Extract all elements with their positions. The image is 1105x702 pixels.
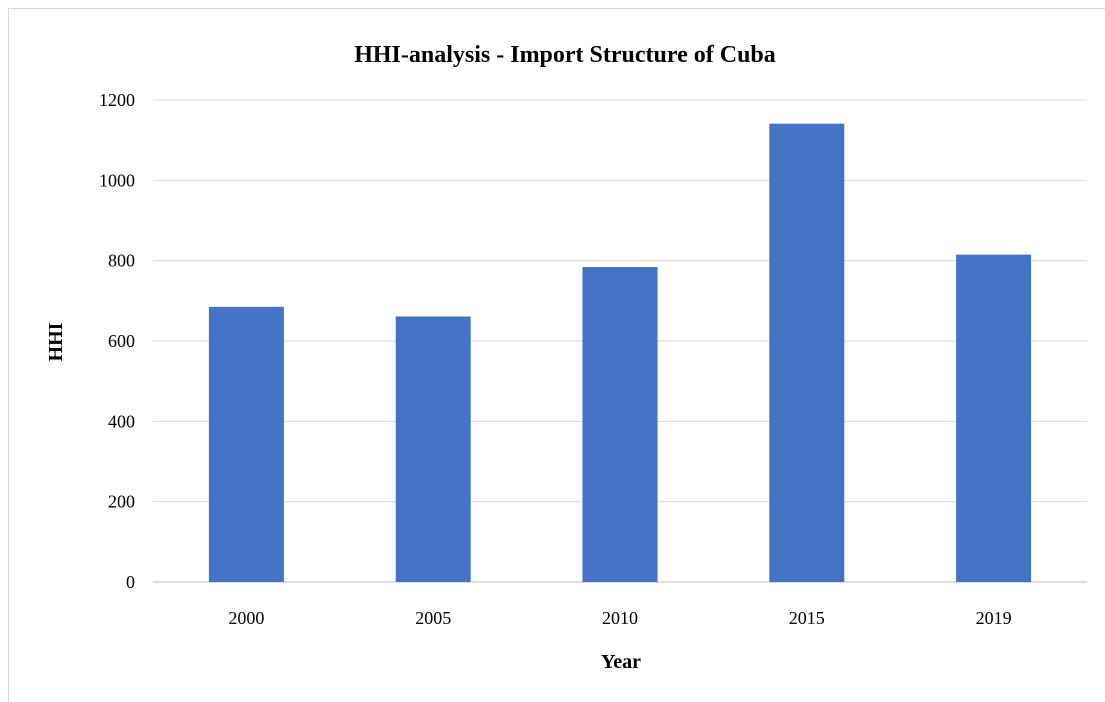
- chart-title: HHI-analysis - Import Structure of Cuba: [354, 42, 776, 68]
- y-tick-label: 1000: [99, 170, 135, 190]
- bar-2019: [956, 254, 1032, 582]
- y-tick-label: 400: [108, 411, 135, 431]
- x-tick-label: 2019: [976, 608, 1012, 628]
- bar-2010: [582, 267, 658, 582]
- y-tick-label: 200: [108, 492, 135, 512]
- x-tick-label: 2015: [789, 608, 825, 628]
- bar-2015: [769, 123, 845, 582]
- bars: [208, 123, 1032, 582]
- bar-2005: [395, 316, 471, 582]
- chart-frame: [8, 8, 1105, 702]
- x-tick-label: 2000: [228, 608, 264, 628]
- y-tick-label: 0: [126, 572, 135, 592]
- x-tick-label: 2005: [415, 608, 451, 628]
- x-tick-label: 2010: [602, 608, 638, 628]
- y-axis-title: HHI: [45, 322, 67, 361]
- bar-2000: [208, 306, 284, 582]
- x-axis-title: Year: [601, 651, 641, 673]
- y-axis-ticks: 0 200 400 600 800 1000 1200: [99, 90, 135, 592]
- x-axis-ticks: 2000 2005 2010 2015 2019: [228, 608, 1011, 628]
- y-tick-label: 600: [108, 331, 135, 351]
- y-tick-label: 1200: [99, 90, 135, 110]
- y-tick-label: 800: [108, 251, 135, 271]
